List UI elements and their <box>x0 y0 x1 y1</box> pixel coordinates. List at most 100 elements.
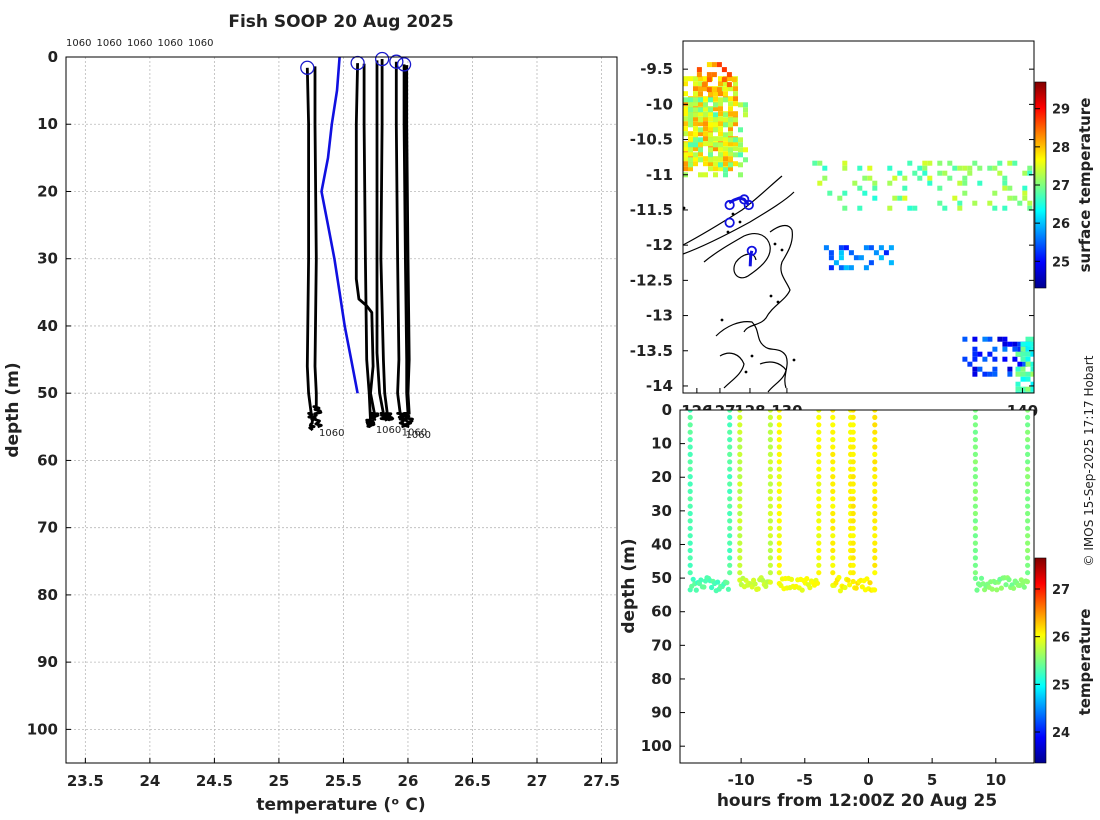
surface-temperature-cell <box>982 336 988 342</box>
surface-temperature-cell <box>1020 356 1026 362</box>
temperature-sample <box>872 503 878 509</box>
temperature-sample <box>727 488 733 494</box>
temperature-sample <box>737 570 743 576</box>
surface-temperature-cell <box>992 371 998 377</box>
island-dot <box>773 242 777 246</box>
temperature-sample <box>727 503 733 509</box>
surface-temperature-cell <box>1025 341 1031 347</box>
profile-end-label: 1060 <box>402 427 427 438</box>
surface-temperature-cell <box>937 170 943 176</box>
surface-temperature-cell <box>733 146 738 152</box>
surface-temperature-cell <box>1030 386 1034 392</box>
surface-temperature-cell <box>907 160 913 166</box>
temperature-sample <box>972 525 979 531</box>
surface-temperature-cell <box>873 250 879 256</box>
surface-temperature-cell <box>842 190 848 196</box>
depth-time-y-tick-label: 70 <box>651 636 672 654</box>
temperature-sample <box>830 510 836 517</box>
surface-temperature-cell <box>708 157 713 163</box>
surface-temperature-cell <box>902 185 908 191</box>
temperature-sample <box>1025 444 1031 450</box>
profile-x-tick-label: 27 <box>527 772 548 790</box>
surface-temperature-cell <box>683 142 688 148</box>
temperature-sample <box>737 474 743 480</box>
surface-temperature-cell <box>693 91 698 97</box>
surface-temperature-cell <box>1015 386 1021 392</box>
surface-temperature-cell <box>731 77 737 83</box>
temperature-sample <box>687 547 693 554</box>
temperature-sample <box>850 562 856 568</box>
surface-temperature-cell <box>733 101 738 107</box>
temperature-sample <box>1025 503 1031 509</box>
surface-temperature-cell <box>708 166 713 172</box>
temperature-sample <box>737 555 743 561</box>
surface-temperature-cell <box>723 151 728 157</box>
surface-temperature-cell <box>738 152 743 158</box>
temperature-sample <box>842 584 848 591</box>
surface-temperature-cell <box>1025 346 1031 352</box>
surface-temperature-cell <box>723 146 728 152</box>
ship-track-marker <box>724 199 735 211</box>
map-y-tick-label: -11 <box>646 166 673 184</box>
profile-top-label: 1060 <box>158 38 183 49</box>
surface-temperature-cell <box>927 180 933 186</box>
temperature-sample <box>776 410 782 413</box>
surface-temperature-cell <box>738 172 743 178</box>
surface-temperature-cell <box>688 136 693 142</box>
surface-temperature-cell <box>706 62 712 68</box>
surface-temperature-cell <box>862 175 868 181</box>
temperature-sample <box>776 474 782 480</box>
temperature-sample <box>727 429 733 435</box>
surface-temperature-cell <box>703 86 708 92</box>
surface-temperature-cell <box>1012 195 1018 201</box>
profile-y-axis-label: depth (m) <box>3 362 23 457</box>
surface-temperature-cell <box>1020 391 1026 393</box>
island-dot <box>776 300 780 304</box>
surface-temperature-cell <box>718 131 723 137</box>
temperature-sample <box>830 503 836 509</box>
profile-x-tick-label: 25.5 <box>325 772 362 790</box>
temperature-sample <box>1025 525 1031 531</box>
surface-temperature-cell <box>843 245 849 251</box>
depth-time-x-tick-label: -5 <box>796 771 813 789</box>
surface-temperature-cell <box>997 170 1003 176</box>
temperature-sample <box>760 577 766 583</box>
temperature-sample <box>776 496 782 502</box>
temperature-sample <box>847 582 853 588</box>
surface-temperature-cell <box>683 111 688 117</box>
surface-temperature-cell <box>887 180 893 186</box>
profile-y-tick-label: 90 <box>37 653 58 671</box>
temperature-sample <box>972 451 979 457</box>
surface-temperature-cell <box>962 190 968 196</box>
surface-temperature-cell <box>1020 376 1026 382</box>
depth-time-y-tick-label: 30 <box>651 502 672 520</box>
temperature-sample <box>830 555 836 561</box>
temperature-sample <box>776 488 782 494</box>
surface-temperature-cell <box>1007 195 1013 201</box>
temperature-sample <box>872 562 878 568</box>
temperature-sample <box>830 474 836 480</box>
surface-colorbar-tick-label: 25 <box>1052 255 1070 270</box>
profile-y-tick-label: 40 <box>37 317 58 335</box>
surface-temperature-cell <box>723 86 728 92</box>
surface-temperature-cell <box>703 116 708 122</box>
temperature-sample <box>687 474 693 480</box>
temperature-sample <box>1003 582 1009 588</box>
surface-temperature-cell <box>837 195 843 201</box>
temperature-sample <box>737 503 743 509</box>
surface-temperature-cell <box>733 141 738 147</box>
temperature-sample <box>850 518 856 524</box>
temperature-sample <box>816 437 822 443</box>
surface-temperature-cell <box>957 200 963 206</box>
temperature-sample <box>816 555 822 561</box>
temperature-sample <box>727 525 733 531</box>
temperature-sample <box>872 481 878 487</box>
surface-temperature-cell <box>1002 175 1008 181</box>
surface-colorbar-tick-label: 26 <box>1052 217 1070 232</box>
surface-temperature-cell <box>688 151 693 157</box>
surface-temperature-cell <box>1030 346 1034 352</box>
map-y-tick-label: -10 <box>646 95 673 113</box>
surface-temperature-cell <box>1007 371 1013 377</box>
island-dot <box>769 294 773 298</box>
surface-temperature-cell <box>713 106 718 112</box>
